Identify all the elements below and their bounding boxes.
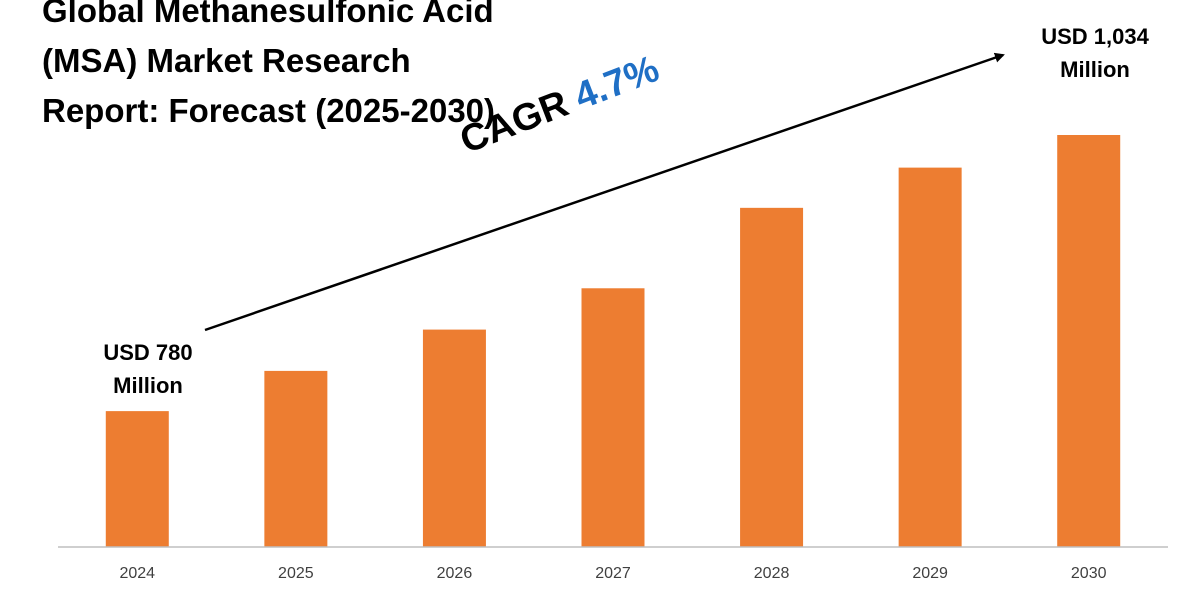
bars-group — [105, 135, 1121, 548]
bar-2027 — [581, 288, 645, 547]
bar-2030 — [1057, 135, 1121, 547]
x-tick-label-2025: 2025 — [278, 565, 314, 582]
title-line-1: Global Methanesulfonic Acid — [42, 0, 494, 29]
title-line-2: (MSA) Market Research — [42, 42, 411, 79]
end-value-line1: USD 1,034 — [1041, 24, 1149, 49]
x-tick-label-2026: 2026 — [437, 565, 473, 582]
trend-arrow — [204, 52, 1005, 332]
start-value-line2: Million — [113, 373, 183, 398]
end-value-annotation: USD 1,034 Million — [1020, 20, 1170, 86]
x-tick-labels: 2024 2025 2026 2027 2028 2029 2030 — [119, 565, 1106, 582]
chart-title: Global Methanesulfonic Acid (MSA) Market… — [42, 0, 562, 136]
title-line-3: Report: Forecast (2025-2030) — [42, 92, 496, 129]
x-tick-label-2028: 2028 — [754, 565, 790, 582]
bar-2026 — [422, 329, 486, 547]
bar-2025 — [264, 370, 328, 547]
start-value-annotation: USD 780 Million — [88, 336, 208, 402]
start-value-line1: USD 780 — [103, 340, 193, 365]
x-tick-label-2027: 2027 — [595, 565, 631, 582]
bar-2029 — [898, 167, 962, 548]
bar-2028 — [740, 207, 804, 547]
x-tick-label-2029: 2029 — [912, 565, 948, 582]
x-tick-label-2030: 2030 — [1071, 565, 1107, 582]
end-value-line2: Million — [1060, 57, 1130, 82]
bar-2024 — [105, 411, 169, 547]
x-tick-label-2024: 2024 — [119, 565, 155, 582]
